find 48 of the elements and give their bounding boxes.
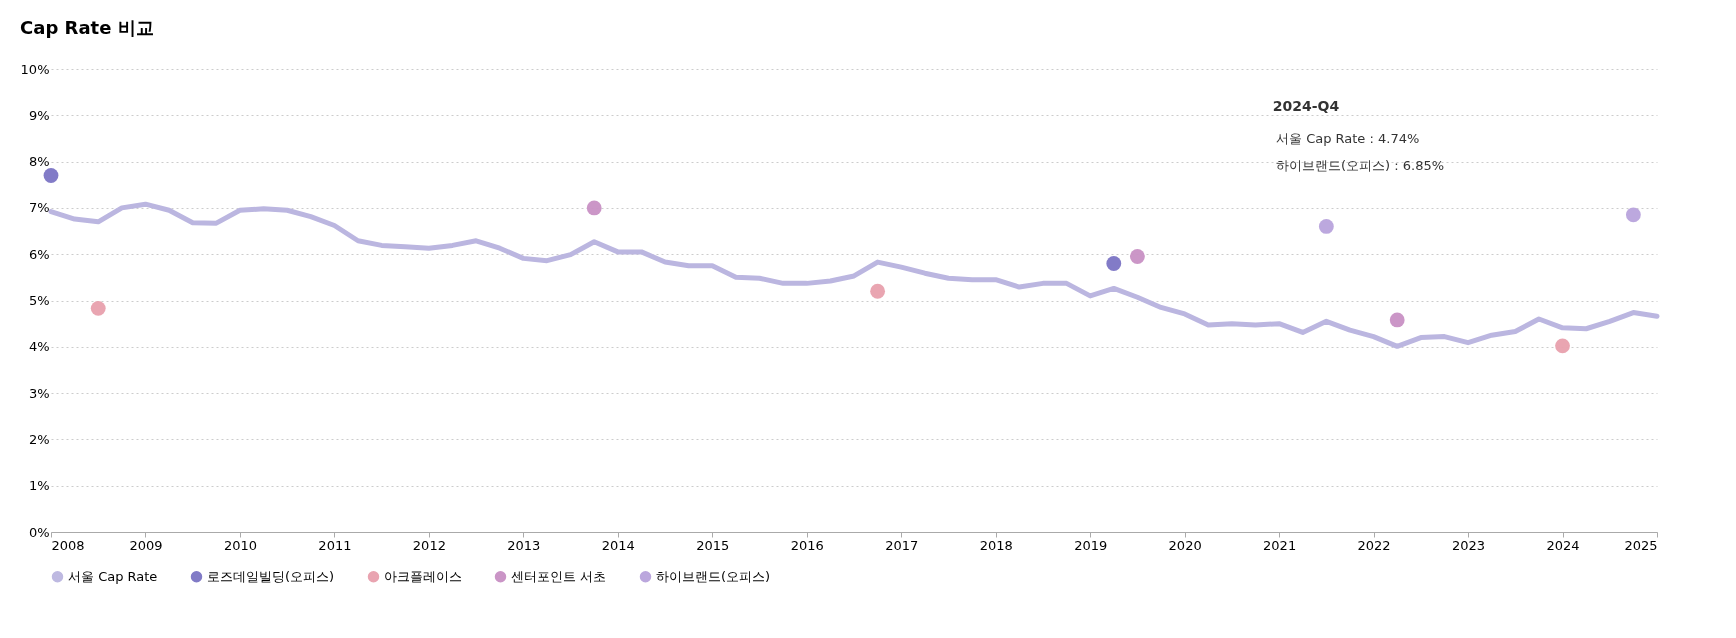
legend-label: 아크플레이스 (384, 568, 462, 584)
annotation: 서울 Cap Rate : 4.74% (1276, 131, 1420, 146)
legend-label: 서울 Cap Rate (68, 568, 158, 584)
point (1318, 219, 1334, 234)
x-tick-label: 2011 (318, 537, 352, 553)
legend-label: 로즈데일빌딩(오피스) (207, 568, 335, 584)
point (586, 200, 602, 216)
x-tick-label: 2022 (1357, 537, 1391, 553)
point (43, 168, 59, 183)
point (1389, 312, 1405, 328)
x-tick-label: 2025 (1624, 537, 1658, 553)
point (90, 300, 106, 316)
x-tick-label: 2010 (223, 537, 257, 553)
y-tick-label: 8% (28, 154, 50, 170)
point (1106, 256, 1122, 271)
x-tick-label: 2019 (1074, 537, 1108, 553)
y-tick-label: 1% (28, 478, 50, 494)
x-tick-label: 2014 (601, 537, 635, 553)
x-tick-label: 2016 (790, 537, 824, 553)
y-tick-label: 7% (28, 200, 50, 216)
x-tick-label: 2024 (1546, 537, 1580, 553)
x-tick-label: 2012 (412, 537, 446, 553)
chart-title: Cap Rate 비교 (20, 17, 154, 38)
annotation: 2024-Q4 (1272, 98, 1340, 114)
point (870, 283, 886, 299)
x-tick-label: 2008 (51, 537, 85, 553)
y-tick-label: 3% (28, 385, 50, 401)
x-tick-label: 2015 (696, 537, 730, 553)
x-tick-label: 2023 (1452, 537, 1486, 553)
y-tick-label: 2% (28, 431, 50, 447)
x-tick-label: 2018 (979, 537, 1013, 553)
y-tick-label: 9% (28, 107, 50, 123)
x-tick-label: 2020 (1168, 537, 1202, 553)
y-tick-label: 0% (28, 524, 50, 540)
y-tick-label: 4% (28, 339, 50, 355)
point (1555, 338, 1570, 354)
point (1130, 249, 1145, 264)
y-tick-label: 5% (28, 293, 50, 308)
x-tick-label: 2013 (507, 537, 541, 553)
legend-label: 센터포인트 서초 (511, 568, 607, 584)
x-tick-label: 2021 (1263, 537, 1297, 553)
y-tick-label: 10% (20, 61, 50, 77)
legend-label: 하이브랜드(오피스) (656, 568, 771, 584)
point (1625, 207, 1641, 223)
annotation: 하이브랜드(오피스) : 6.85% (1276, 158, 1445, 173)
x-tick-label: 2009 (129, 537, 163, 553)
y-tick-label: 6% (28, 246, 50, 262)
x-tick-label: 2017 (885, 537, 919, 553)
